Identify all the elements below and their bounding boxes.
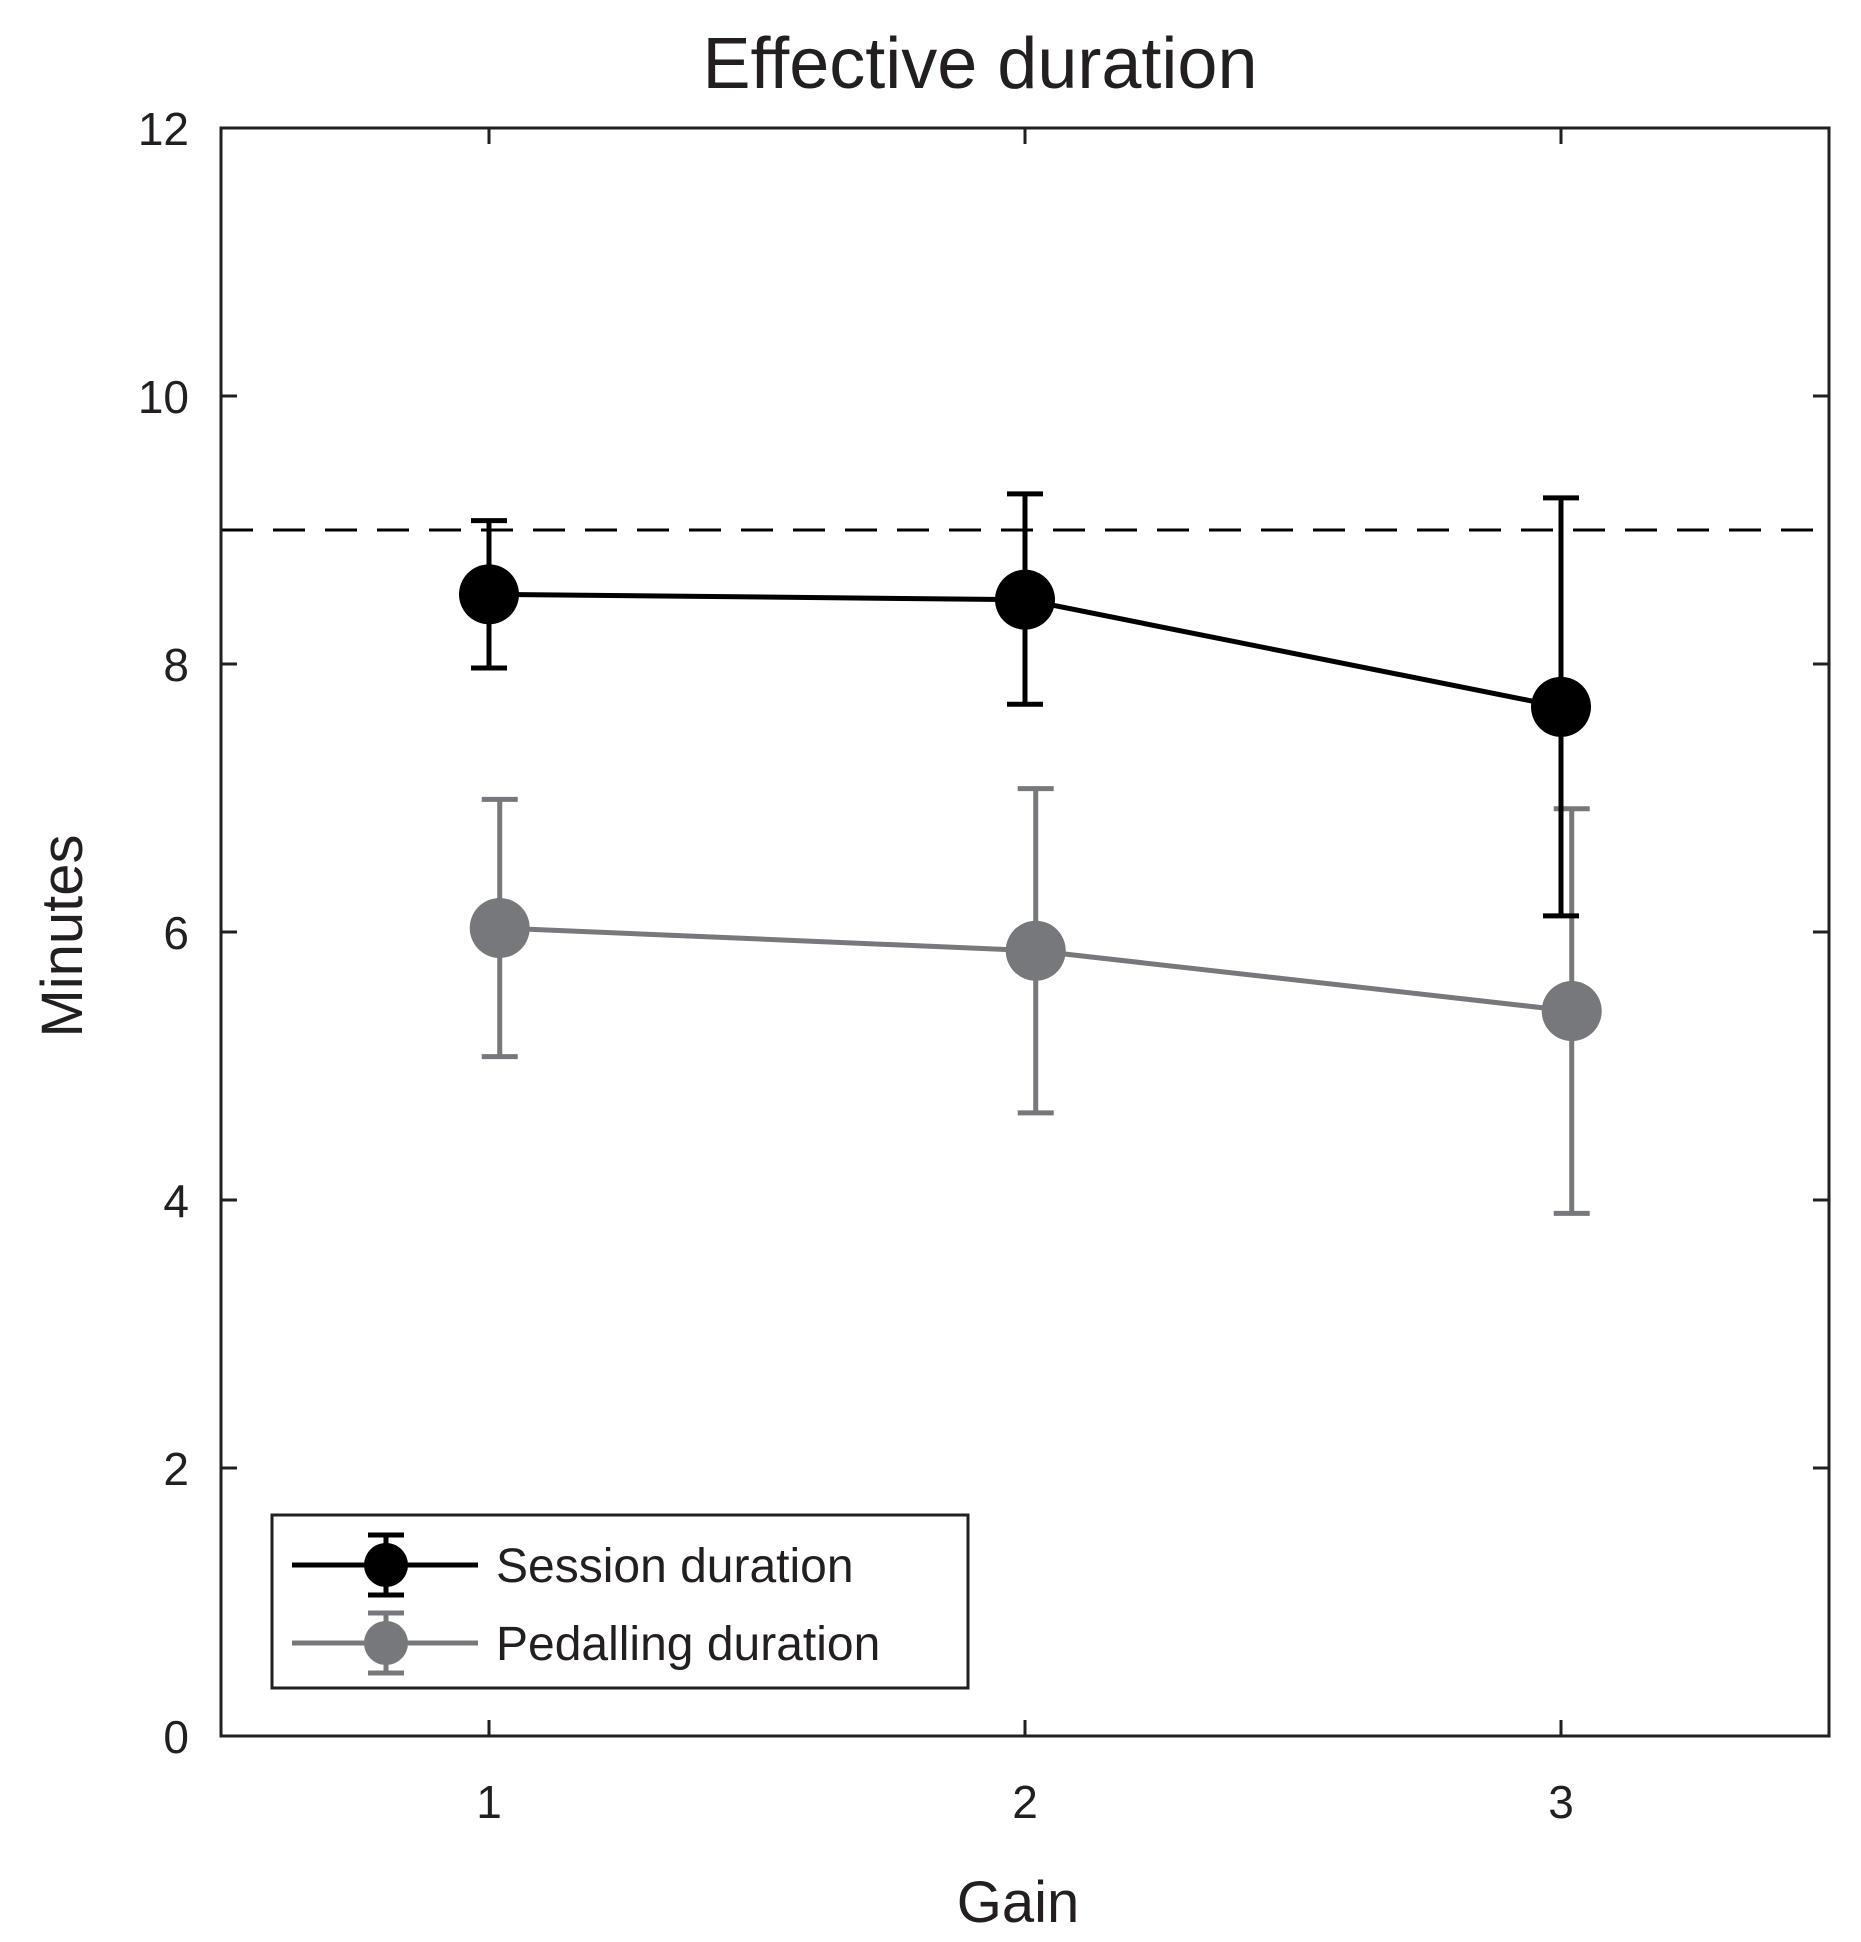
legend-session-duration-marker bbox=[364, 1543, 408, 1587]
legend-session-duration-label: Session duration bbox=[496, 1540, 854, 1593]
y-tick-label: 12 bbox=[138, 103, 189, 155]
y-tick-label: 4 bbox=[163, 1175, 189, 1227]
legend-pedalling-duration-label: Pedalling duration bbox=[496, 1618, 880, 1671]
session-duration-point bbox=[1531, 676, 1591, 737]
y-tick-label: 10 bbox=[138, 371, 189, 423]
session-duration-point bbox=[995, 569, 1055, 630]
x-tick-label: 2 bbox=[1012, 1776, 1038, 1828]
pedalling-duration-point bbox=[1005, 920, 1066, 981]
pedalling-duration-point bbox=[469, 897, 530, 958]
pedalling-duration-point bbox=[1541, 981, 1602, 1042]
y-tick-label: 2 bbox=[163, 1443, 189, 1495]
x-tick-label: 1 bbox=[476, 1776, 502, 1828]
session-duration-point bbox=[459, 564, 519, 625]
y-axis-label: Minutes bbox=[30, 834, 95, 1037]
y-tick-label: 6 bbox=[163, 907, 189, 959]
chart-title: Effective duration bbox=[702, 24, 1257, 104]
y-tick-label: 0 bbox=[163, 1711, 189, 1763]
x-axis-label: Gain bbox=[957, 1870, 1080, 1935]
x-tick-label: 3 bbox=[1548, 1776, 1574, 1828]
legend-pedalling-duration-marker bbox=[364, 1621, 408, 1665]
y-tick-label: 8 bbox=[163, 639, 189, 691]
